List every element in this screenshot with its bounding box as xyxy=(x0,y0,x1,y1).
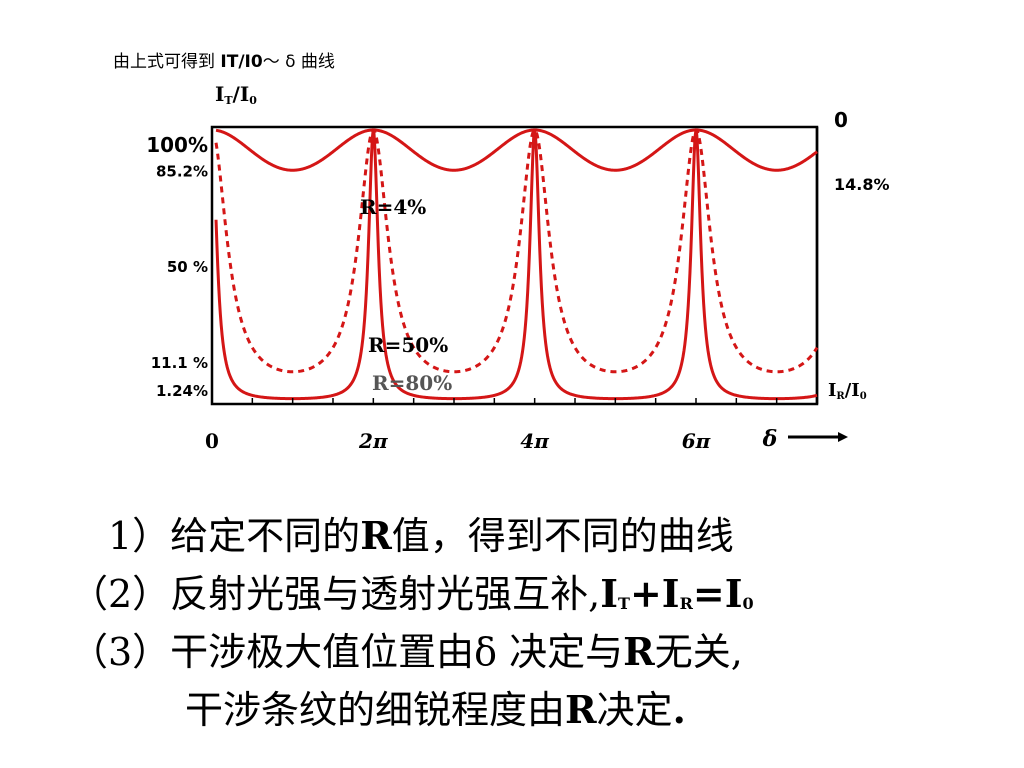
point-2-b2: +I xyxy=(629,571,680,616)
y-tick-left-0: 100% xyxy=(146,133,208,157)
y-tick-left-2: 50 % xyxy=(167,258,208,276)
point-2-b1: I xyxy=(600,571,619,616)
point-2-a: （2）反射光强与透射光强互补, xyxy=(70,572,601,616)
series-label-0: R=4% xyxy=(360,195,426,219)
caption-bold: IT/I0 xyxy=(220,52,263,72)
point-4-c: 决定 xyxy=(596,688,673,732)
transmission-chart: IT/I0 IR/I0 0 2π 4π 6π δ 100% 85.2% 50 % 11.1 % 1… xyxy=(146,82,889,453)
x-tick-label-3: 6π xyxy=(682,429,711,453)
point-2-s2: R xyxy=(679,594,693,613)
caption-suffix: ～ δ 曲线 xyxy=(262,52,335,72)
curves-group xyxy=(214,128,819,401)
y-tick-right-0: 0 xyxy=(834,108,848,132)
x-tick-label-2: 4π xyxy=(520,429,549,453)
point-3-b: R xyxy=(623,629,655,674)
point-3-a: （3）干涉极大值位置由δ 决定与 xyxy=(70,630,624,674)
point-3-cont: 干涉条纹的细锐程度由R决定. xyxy=(185,681,686,739)
x-tick-label-1: 2π xyxy=(358,429,388,453)
y-tick-right-1: 14.8% xyxy=(834,175,890,194)
series-line-2 xyxy=(214,129,818,401)
y-tick-left-4: 1.24% xyxy=(156,382,208,400)
y-tick-left-3: 11.1 % xyxy=(151,354,208,372)
point-1-c: 值，得到不同的曲线 xyxy=(391,514,734,558)
point-1-b: R xyxy=(360,513,392,558)
ticks-group: 0 2π 4π 6π δ 100% 85.2% 50 % 11.1 % 1.24% 0 14.8% xyxy=(146,108,889,453)
point-2-b3: =I xyxy=(692,571,743,616)
series-labels-group: R=4% R=50% R=80% xyxy=(360,195,452,395)
caption-prefix: 由上式可得到 xyxy=(113,52,221,72)
series-label-1: R=50% xyxy=(368,333,448,357)
x-arrow-head xyxy=(838,432,848,442)
point-1-a: 1）给定不同的 xyxy=(108,514,361,558)
ylabel-right: IR/I0 xyxy=(828,380,867,402)
x-axis-label: δ xyxy=(762,426,778,452)
point-3: （3）干涉极大值位置由δ 决定与R无关, xyxy=(70,623,743,681)
point-2-s1: T xyxy=(618,594,630,613)
series-label-2: R=80% xyxy=(372,371,452,395)
point-4-b: R xyxy=(565,687,597,732)
point-3-c: 无关, xyxy=(654,630,743,674)
point-2-s3: 0 xyxy=(742,594,754,613)
chart-caption: 由上式可得到 IT/I0～ δ 曲线 xyxy=(113,47,335,72)
x-tick-label-0: 0 xyxy=(205,429,219,453)
point-1: 1）给定不同的R值，得到不同的曲线 xyxy=(108,507,734,565)
y-tick-left-1: 85.2% xyxy=(156,162,208,180)
ylabel-left: IT/I0 xyxy=(215,82,257,107)
series-line-1 xyxy=(214,128,819,374)
series-line-0 xyxy=(215,128,818,172)
point-2: （2）反射光强与透射光强互补,IT+IR=I0 xyxy=(70,565,754,633)
point-4-a: 干涉条纹的细锐程度由 xyxy=(185,688,566,732)
point-4-d: . xyxy=(672,687,686,732)
